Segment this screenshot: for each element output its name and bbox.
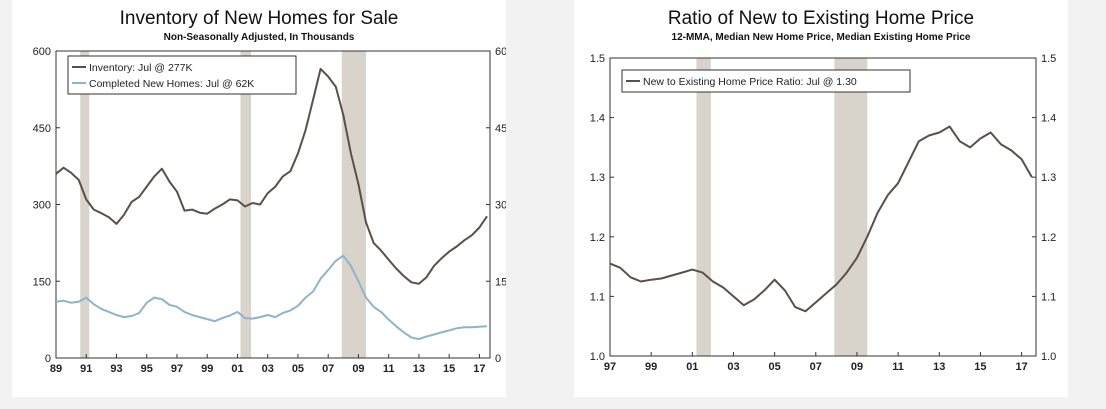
x-tick-label: 13 [933, 361, 945, 373]
y-tick-label: 1.2 [590, 232, 605, 244]
x-tick-label: 89 [50, 363, 62, 375]
x-tick-label: 03 [727, 361, 739, 373]
recession-bar [834, 58, 868, 356]
y-tick-label: 150 [33, 276, 51, 288]
y-tick-label-right: 450 [495, 123, 506, 135]
x-tick-label: 07 [810, 361, 822, 373]
y-tick-label: 1.5 [590, 53, 605, 65]
x-tick-label: 91 [80, 363, 92, 375]
y-tick-label-right: 1.1 [1041, 291, 1056, 303]
plot-frame [609, 57, 1037, 357]
x-tick-label: 07 [322, 363, 334, 375]
y-tick-label: 0 [45, 353, 51, 365]
x-tick-label: 97 [171, 363, 183, 375]
inventory-chart-panel: Inventory of New Homes for Sale Non-Seas… [12, 0, 506, 397]
y-tick-label-right: 1.3 [1041, 172, 1056, 184]
inventory-chart-svg: 0 0 150 150 300 300 450 450 600 600 89 91 93 95 97 99 01… [33, 46, 506, 375]
y-tick-label-right: 1.2 [1041, 232, 1056, 244]
chart-title: Inventory of New Homes for Sale [119, 8, 399, 29]
y-tick-label: 1.1 [590, 291, 605, 303]
x-tick-label: 09 [851, 361, 863, 373]
recession-bar [240, 51, 252, 358]
chart-title: Ratio of New to Existing Home Price [667, 8, 975, 29]
legend-box [67, 55, 297, 95]
x-tick-label: 95 [141, 363, 153, 375]
x-tick-label: 05 [292, 363, 304, 375]
series-line-ratio [609, 125, 1033, 313]
x-tick-label: 17 [473, 363, 485, 375]
series-line-completed [55, 254, 488, 341]
y-tick-label-right: 150 [495, 276, 506, 288]
legend-label: New to Existing Home Price Ratio: Jul @ … [643, 76, 857, 88]
chart-subtitle: 12-MMA, Median New Home Price, Median Ex… [671, 32, 971, 43]
y-tick-label: 1.4 [590, 113, 605, 125]
price-ratio-chart-panel: Ratio of New to Existing Home Price 12-M… [574, 0, 1068, 397]
x-tick-label: 99 [201, 363, 213, 375]
price-ratio-chart-svg: 1.0 1.0 1.1 1.1 1.2 1.2 1.3 1.3 1.4 1.4 1.5 1.5 97 99… [590, 53, 1057, 373]
legend-label: Inventory: Jul @ 277K [89, 62, 192, 74]
recession-bar [80, 51, 90, 358]
y-tick-label: 1.3 [590, 172, 605, 184]
x-tick-label: 13 [413, 363, 425, 375]
y-tick-label: 300 [33, 200, 51, 212]
x-tick-label: 11 [383, 363, 395, 375]
x-tick-label: 01 [231, 363, 243, 375]
x-tick-label: 03 [262, 363, 274, 375]
x-tick-label: 05 [769, 361, 781, 373]
y-tick-label-right: 1.5 [1041, 53, 1056, 65]
y-tick-label-right: 600 [495, 46, 506, 58]
plot-frame [55, 50, 491, 359]
y-tick-label-right: 1.0 [1041, 351, 1056, 363]
x-tick-label: 11 [892, 361, 904, 373]
y-tick-label-right: 0 [495, 353, 501, 365]
y-tick-label: 1.0 [590, 351, 605, 363]
legend-box [621, 69, 911, 93]
y-tick-label: 600 [33, 46, 51, 58]
x-tick-label: 99 [645, 361, 657, 373]
recession-bar [696, 58, 711, 356]
x-tick-label: 15 [974, 361, 986, 373]
series-line-inventory [55, 67, 488, 285]
x-tick-label: 97 [604, 361, 616, 373]
y-tick-label-right: 300 [495, 200, 506, 212]
legend-label: Completed New Homes: Jul @ 62K [89, 78, 254, 90]
x-tick-label: 09 [352, 363, 364, 375]
y-tick-label-right: 1.4 [1041, 113, 1056, 125]
chart-subtitle: Non-Seasonally Adjusted, In Thousands [163, 32, 355, 43]
x-tick-label: 01 [686, 361, 698, 373]
x-tick-label: 15 [443, 363, 455, 375]
x-tick-label: 93 [110, 363, 122, 375]
y-tick-label: 450 [33, 123, 51, 135]
x-tick-label: 17 [1015, 361, 1027, 373]
